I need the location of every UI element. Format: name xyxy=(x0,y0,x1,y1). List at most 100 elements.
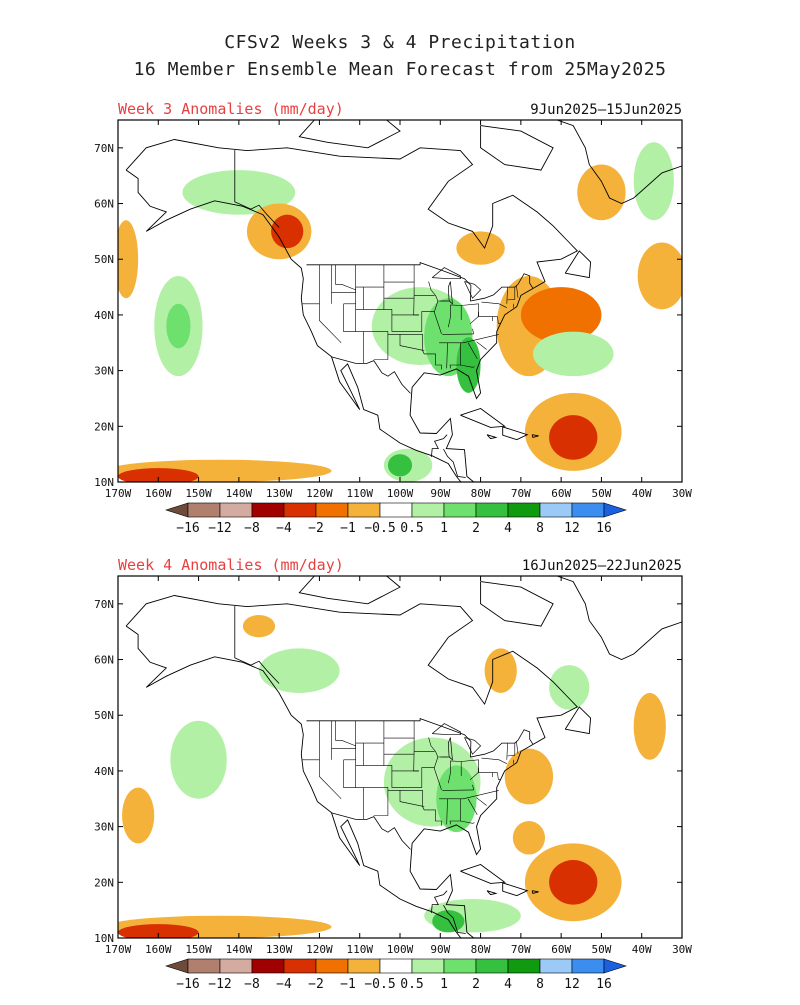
state-border xyxy=(387,790,423,807)
anomaly-region xyxy=(633,692,666,760)
colorbar-swatch xyxy=(283,502,317,518)
coastline xyxy=(125,595,579,938)
colorbar-swatch xyxy=(219,958,253,974)
lon-tick-label: 30W xyxy=(672,943,692,956)
lon-tick-label: 40W xyxy=(632,943,652,956)
colorbar-swatch xyxy=(539,502,573,518)
state-border xyxy=(472,784,474,790)
colorbar-label: 2 xyxy=(472,977,480,992)
anomaly-region xyxy=(520,287,602,343)
anomaly-region xyxy=(549,665,590,710)
state-border xyxy=(399,790,425,807)
lon-tick-label: 60W xyxy=(551,487,571,500)
lat-tick-label: 50N xyxy=(94,709,114,722)
state-border xyxy=(467,342,478,360)
lat-tick-label: 10N xyxy=(94,476,114,489)
coastline xyxy=(555,120,682,204)
colorbar-high-arrow xyxy=(603,958,627,974)
coastline xyxy=(298,576,401,605)
state-border xyxy=(363,331,389,360)
anomaly-region xyxy=(271,214,304,249)
lat-tick-label: 50N xyxy=(94,253,114,266)
country-border xyxy=(330,356,411,394)
colorbar-swatch xyxy=(443,502,477,518)
state-border xyxy=(497,772,501,780)
colorbar-label: −2 xyxy=(308,521,324,536)
lon-tick-label: 150W xyxy=(185,943,212,956)
anomaly-region xyxy=(259,648,340,693)
colorbar-swatch xyxy=(571,958,605,974)
country-border xyxy=(234,150,280,228)
state-border xyxy=(343,759,365,820)
state-border xyxy=(506,287,508,304)
anomaly-region xyxy=(512,821,546,855)
coastline xyxy=(298,120,401,149)
coastline xyxy=(125,139,579,482)
lake-outline xyxy=(464,281,482,299)
state-border xyxy=(442,789,474,791)
colorbar-label: −1 xyxy=(340,977,356,992)
state-border xyxy=(448,304,451,328)
colorbar-label: 0.5 xyxy=(400,977,423,992)
state-border xyxy=(476,797,487,806)
colorbar-swatch xyxy=(411,958,445,974)
colorbar-swatch xyxy=(571,502,605,518)
state-border xyxy=(422,806,442,826)
colorbar-label: 8 xyxy=(536,521,544,536)
state-border xyxy=(448,760,451,784)
state-border xyxy=(472,328,474,334)
lat-tick-label: 20N xyxy=(94,876,114,889)
lat-tick-label: 40N xyxy=(94,765,114,778)
anomaly-region xyxy=(484,648,517,693)
coastline xyxy=(502,426,529,441)
anomaly-region xyxy=(387,454,413,477)
anomaly-region xyxy=(456,337,481,393)
colorbar-label: −16 xyxy=(176,977,199,992)
country-border xyxy=(431,434,448,457)
state-border xyxy=(428,737,436,752)
state-border xyxy=(446,342,448,369)
anomaly-region xyxy=(456,231,505,265)
colorbar-label: 1 xyxy=(440,521,448,536)
anomaly-region xyxy=(182,170,296,215)
state-border xyxy=(446,798,448,825)
anomaly-region xyxy=(242,614,276,638)
colorbar-swatch xyxy=(379,502,413,518)
colorbar-swatch xyxy=(475,502,509,518)
colorbar-label: −8 xyxy=(244,521,260,536)
colorbar-label: 4 xyxy=(504,521,512,536)
state-border xyxy=(413,720,419,772)
colorbar-swatch xyxy=(443,958,477,974)
lon-tick-label: 80W xyxy=(471,943,491,956)
lon-tick-label: 160W xyxy=(145,943,172,956)
colorbar-label: −1 xyxy=(340,521,356,536)
state-border xyxy=(319,759,342,800)
anomaly-region xyxy=(118,924,199,938)
anomaly-region xyxy=(166,303,191,349)
colorbar-label: 12 xyxy=(564,521,580,536)
map-content xyxy=(118,576,682,938)
colorbar-label: −4 xyxy=(276,977,292,992)
lon-tick-label: 90W xyxy=(430,943,450,956)
week3-colorbar: −16 −12 −8 −4 −2 −1 −0.5 0.5 1 2 4 8 12 16 xyxy=(165,502,627,536)
colorbar-label: 8 xyxy=(536,977,544,992)
anomaly-region xyxy=(637,242,682,310)
state-border xyxy=(449,342,461,369)
colorbar-label: 1 xyxy=(440,977,448,992)
state-border xyxy=(449,798,461,825)
coastline xyxy=(502,882,529,897)
state-border xyxy=(428,281,436,296)
colorbar-label: −8 xyxy=(244,977,260,992)
state-border xyxy=(478,759,498,773)
week3-panel-title: Week 3 Anomalies (mm/day) xyxy=(118,100,344,118)
coastline xyxy=(531,434,539,438)
coastline xyxy=(564,250,592,279)
colorbar-swatch xyxy=(475,958,509,974)
coastline xyxy=(480,581,554,627)
week3-panel: Week 3 Anomalies (mm/day) 9Jun2025–15Jun… xyxy=(94,100,692,536)
coastline xyxy=(486,434,498,440)
country-border xyxy=(306,718,534,758)
colorbar-label: −12 xyxy=(208,521,231,536)
